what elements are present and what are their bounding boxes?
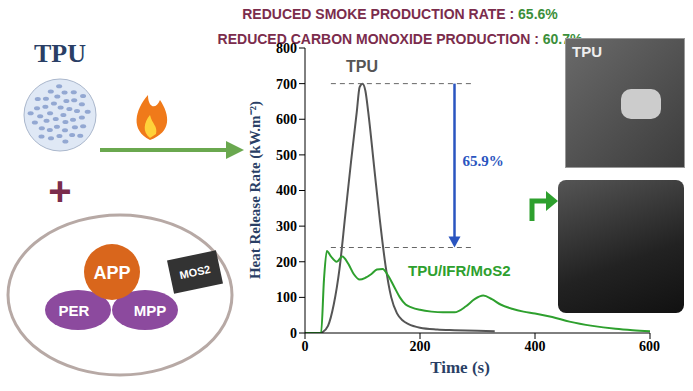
svg-text:65.9%: 65.9% (463, 153, 504, 169)
svg-text:+: + (48, 169, 71, 213)
svg-text:700: 700 (276, 77, 297, 92)
svg-text:600: 600 (276, 112, 297, 127)
svg-text:600: 600 (639, 339, 660, 354)
svg-text:400: 400 (525, 339, 546, 354)
svg-text:APP: APP (93, 263, 130, 283)
svg-text:TPU: TPU (34, 39, 86, 68)
svg-text:0: 0 (290, 326, 297, 341)
svg-text:500: 500 (276, 148, 297, 163)
svg-text:200: 200 (410, 339, 431, 354)
svg-text:0: 0 (302, 339, 309, 354)
svg-text:MPP: MPP (134, 302, 167, 319)
svg-text:PER: PER (59, 302, 90, 319)
svg-text:MOS2: MOS2 (178, 263, 211, 281)
svg-text:100: 100 (276, 290, 297, 305)
svg-text:400: 400 (276, 183, 297, 198)
svg-text:800: 800 (276, 41, 297, 56)
svg-text:200: 200 (276, 255, 297, 270)
svg-text:300: 300 (276, 219, 297, 234)
